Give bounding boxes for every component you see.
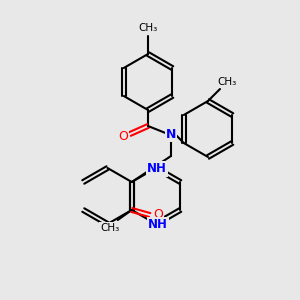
Text: O: O — [118, 130, 128, 143]
Text: CH₃: CH₃ — [138, 23, 158, 33]
Text: NH: NH — [148, 218, 168, 232]
Text: CH₃: CH₃ — [100, 223, 119, 233]
Text: O: O — [153, 208, 163, 221]
Text: NH: NH — [147, 163, 167, 176]
Text: N: N — [166, 128, 176, 140]
Text: CH₃: CH₃ — [218, 77, 237, 87]
